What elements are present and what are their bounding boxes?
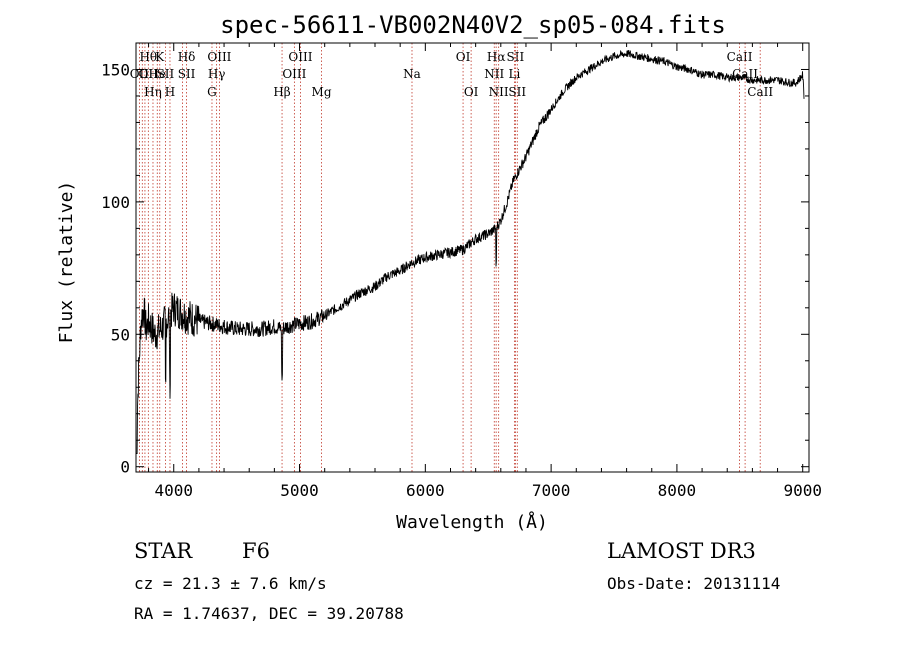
survey-name: LAMOST DR3 [607, 539, 756, 563]
chart-title: spec-56611-VB002N40V2_sp05-084.fits [220, 11, 726, 39]
line-label: OI [456, 50, 471, 64]
x-tick-label: 6000 [406, 481, 445, 500]
spectrum-series [136, 49, 805, 454]
x-tick-label: 7000 [532, 481, 571, 500]
line-label: SII [507, 50, 525, 64]
redshift-value: cz = 21.3 ± 7.6 km/s [134, 574, 327, 593]
line-label: Na [403, 67, 421, 81]
line-label: OIII [288, 50, 312, 64]
plot-frame [135, 42, 810, 473]
object-class: STAR [134, 539, 193, 563]
line-label: CaII [727, 50, 753, 64]
line-label: CaII [747, 85, 773, 99]
observation-date: Obs-Date: 20131114 [607, 574, 781, 593]
line-label: NII [484, 67, 504, 81]
line-label: He [148, 67, 166, 81]
y-tick-label: 50 [111, 325, 130, 344]
x-axis-label: Wavelength (Å) [396, 511, 548, 533]
x-tick-label: 9000 [783, 481, 822, 500]
y-tick-label: 150 [101, 60, 130, 79]
line-label: K [155, 50, 165, 64]
y-tick-label: 100 [101, 193, 130, 212]
line-label: Hβ [273, 85, 290, 99]
line-label: OII [130, 67, 150, 81]
axes: 4000 5000 6000 7000 8000 9000 0 50 100 150 [101, 43, 822, 500]
line-label: SII [508, 85, 526, 99]
line-label: Mg [312, 85, 332, 99]
line-label: OIII [282, 67, 306, 81]
line-label: OII [139, 67, 159, 81]
line-label: OI [464, 85, 479, 99]
x-tick-label: 8000 [658, 481, 697, 500]
line-label: Hα [487, 50, 506, 64]
subclass: F6 [242, 539, 270, 563]
x-tick-label: 5000 [280, 481, 319, 500]
line-label: Li [508, 67, 520, 81]
line-label: Hη [144, 85, 162, 99]
y-axis-label: Flux (relative) [56, 181, 77, 344]
coordinates: RA = 1.74637, DEC = 39.20788 [134, 604, 404, 623]
line-label: H [165, 85, 175, 99]
spectrum-line [136, 49, 805, 454]
line-label: NII [489, 85, 509, 99]
x-tick-label: 4000 [154, 481, 193, 500]
y-tick-label: 0 [120, 458, 130, 477]
line-label: SII [178, 67, 196, 81]
line-label: SII [157, 67, 175, 81]
line-label: Hγ [208, 67, 226, 81]
line-label: G [207, 85, 217, 99]
emission-line-markers: OIIHθOIIHηHeKSIIHHδSIIGHγOIIIHβOIIIOIIIM… [130, 43, 773, 472]
line-label: OIII [207, 50, 231, 64]
line-label: Hδ [178, 50, 196, 64]
